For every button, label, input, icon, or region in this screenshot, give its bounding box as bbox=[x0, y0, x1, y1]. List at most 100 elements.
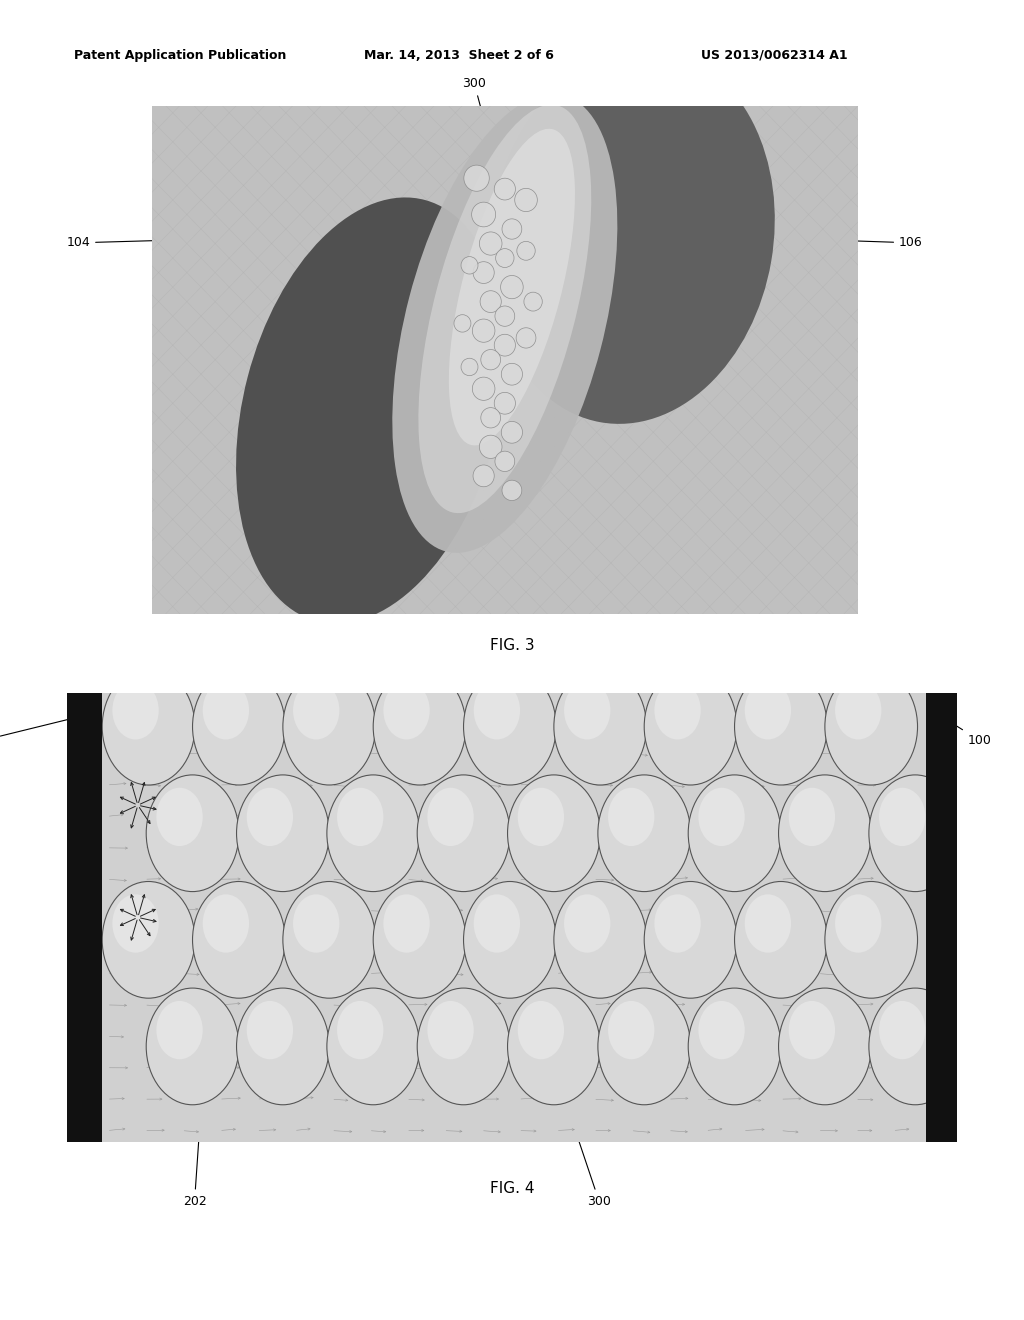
Ellipse shape bbox=[614, 1026, 684, 1084]
Ellipse shape bbox=[523, 1026, 593, 1084]
Ellipse shape bbox=[209, 706, 279, 764]
Ellipse shape bbox=[247, 1001, 293, 1059]
Ellipse shape bbox=[392, 94, 617, 553]
Ellipse shape bbox=[293, 681, 339, 739]
Ellipse shape bbox=[427, 1001, 474, 1059]
Text: FIG. 3: FIG. 3 bbox=[489, 638, 535, 652]
Ellipse shape bbox=[688, 775, 781, 891]
Ellipse shape bbox=[705, 813, 774, 871]
Ellipse shape bbox=[472, 202, 496, 227]
Ellipse shape bbox=[495, 392, 515, 414]
Ellipse shape bbox=[502, 363, 522, 385]
Ellipse shape bbox=[102, 882, 195, 998]
Ellipse shape bbox=[495, 451, 515, 471]
Ellipse shape bbox=[795, 813, 864, 871]
Ellipse shape bbox=[163, 1026, 231, 1084]
Ellipse shape bbox=[389, 920, 459, 978]
Ellipse shape bbox=[660, 920, 730, 978]
Ellipse shape bbox=[825, 882, 918, 998]
Ellipse shape bbox=[501, 276, 523, 298]
Text: 300: 300 bbox=[557, 1077, 611, 1208]
Ellipse shape bbox=[247, 788, 293, 846]
Ellipse shape bbox=[564, 681, 610, 739]
Ellipse shape bbox=[419, 104, 591, 513]
Text: 106: 106 bbox=[720, 236, 923, 249]
Ellipse shape bbox=[744, 895, 792, 953]
Ellipse shape bbox=[480, 706, 549, 764]
Ellipse shape bbox=[389, 706, 459, 764]
Ellipse shape bbox=[146, 775, 239, 891]
Ellipse shape bbox=[157, 788, 203, 846]
Ellipse shape bbox=[427, 788, 474, 846]
Ellipse shape bbox=[461, 256, 478, 275]
Ellipse shape bbox=[518, 1001, 564, 1059]
Ellipse shape bbox=[417, 989, 510, 1105]
Ellipse shape bbox=[113, 681, 159, 739]
Ellipse shape bbox=[508, 775, 600, 891]
Ellipse shape bbox=[299, 706, 369, 764]
Text: 100: 100 bbox=[942, 717, 991, 747]
Ellipse shape bbox=[102, 668, 195, 785]
Ellipse shape bbox=[119, 706, 187, 764]
Bar bbox=[67, 693, 102, 1142]
Ellipse shape bbox=[343, 1026, 413, 1084]
Ellipse shape bbox=[564, 895, 610, 953]
Ellipse shape bbox=[644, 668, 737, 785]
Ellipse shape bbox=[299, 920, 369, 978]
Ellipse shape bbox=[523, 813, 593, 871]
Ellipse shape bbox=[327, 989, 420, 1105]
Ellipse shape bbox=[113, 895, 159, 953]
Ellipse shape bbox=[237, 775, 329, 891]
Ellipse shape bbox=[570, 920, 640, 978]
Text: US 2013/0062314 A1: US 2013/0062314 A1 bbox=[701, 49, 848, 62]
Ellipse shape bbox=[518, 788, 564, 846]
Text: Mar. 14, 2013  Sheet 2 of 6: Mar. 14, 2013 Sheet 2 of 6 bbox=[364, 49, 553, 62]
Text: 202: 202 bbox=[182, 1122, 207, 1208]
Text: 300: 300 bbox=[463, 78, 497, 168]
Ellipse shape bbox=[885, 813, 954, 871]
Ellipse shape bbox=[598, 775, 690, 891]
Ellipse shape bbox=[788, 788, 835, 846]
Ellipse shape bbox=[209, 920, 279, 978]
Ellipse shape bbox=[744, 681, 792, 739]
Ellipse shape bbox=[433, 813, 503, 871]
Ellipse shape bbox=[508, 989, 600, 1105]
Ellipse shape bbox=[373, 882, 466, 998]
Ellipse shape bbox=[502, 421, 522, 444]
Ellipse shape bbox=[479, 232, 502, 255]
Ellipse shape bbox=[570, 706, 640, 764]
Ellipse shape bbox=[237, 989, 329, 1105]
Ellipse shape bbox=[193, 882, 285, 998]
Ellipse shape bbox=[337, 788, 383, 846]
Ellipse shape bbox=[795, 1026, 864, 1084]
Ellipse shape bbox=[461, 358, 478, 376]
Ellipse shape bbox=[481, 350, 501, 370]
Ellipse shape bbox=[778, 989, 871, 1105]
Text: FIG. 4: FIG. 4 bbox=[489, 1181, 535, 1196]
Ellipse shape bbox=[337, 1001, 383, 1059]
Ellipse shape bbox=[835, 895, 882, 953]
Ellipse shape bbox=[879, 788, 926, 846]
Ellipse shape bbox=[835, 681, 882, 739]
Ellipse shape bbox=[373, 668, 466, 785]
Text: Patent Application Publication: Patent Application Publication bbox=[74, 49, 286, 62]
Ellipse shape bbox=[554, 668, 646, 785]
Ellipse shape bbox=[825, 668, 918, 785]
Ellipse shape bbox=[474, 895, 520, 953]
Text: 104: 104 bbox=[0, 717, 82, 747]
Ellipse shape bbox=[515, 189, 538, 211]
Ellipse shape bbox=[237, 198, 505, 623]
Ellipse shape bbox=[203, 895, 249, 953]
Ellipse shape bbox=[608, 1001, 654, 1059]
Ellipse shape bbox=[417, 775, 510, 891]
Ellipse shape bbox=[841, 920, 910, 978]
Ellipse shape bbox=[464, 668, 556, 785]
Ellipse shape bbox=[608, 788, 654, 846]
Ellipse shape bbox=[688, 989, 781, 1105]
Ellipse shape bbox=[464, 882, 556, 998]
Ellipse shape bbox=[495, 306, 515, 326]
Ellipse shape bbox=[598, 989, 690, 1105]
Ellipse shape bbox=[479, 436, 502, 458]
Ellipse shape bbox=[193, 668, 285, 785]
Ellipse shape bbox=[698, 1001, 744, 1059]
